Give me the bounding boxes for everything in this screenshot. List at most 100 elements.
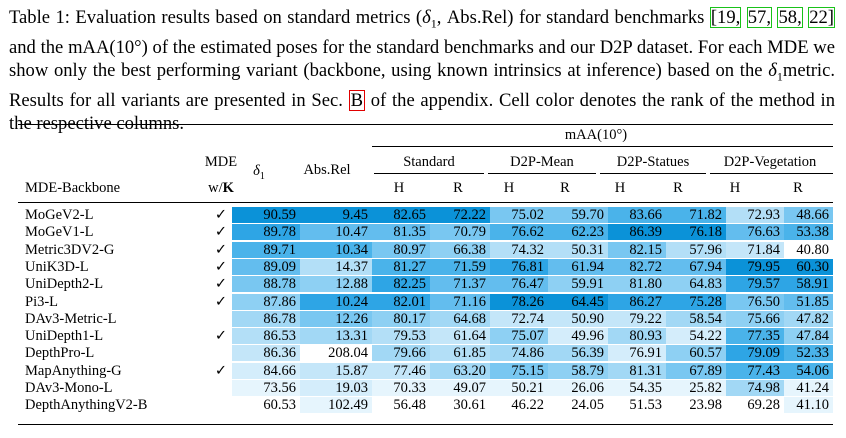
- subheader-h: H: [503, 180, 515, 196]
- header-wk: w/K: [208, 180, 234, 196]
- row-method-name: UniDepth2-L: [25, 276, 104, 293]
- table-cell: 102.49: [300, 397, 372, 414]
- checkmark-icon: ✓: [214, 207, 228, 223]
- table-cell: 54.35: [608, 380, 666, 396]
- table-cell: 74.86: [490, 345, 548, 362]
- table-cell: 82.72: [608, 258, 666, 275]
- table-cell: 88.78: [232, 276, 300, 293]
- table-cell: 64.68: [430, 310, 490, 327]
- table-cell: 56.39: [548, 345, 608, 362]
- table-cell: 81.27: [372, 258, 430, 275]
- table-cell: 10.24: [300, 293, 372, 310]
- table-cell: 70.79: [430, 224, 490, 241]
- table-cell: 82.15: [608, 241, 666, 258]
- table-cell: 57.96: [666, 241, 726, 258]
- row-method-name: MoGeV1-L: [25, 224, 94, 241]
- table-cell: 41.24: [784, 380, 833, 396]
- group-d2p-vegetation: D2P-Vegetation: [723, 154, 817, 170]
- checkmark-icon: ✓: [214, 328, 228, 345]
- table-cell: 89.78: [232, 224, 300, 241]
- table-cell: 79.53: [372, 328, 430, 345]
- table-cell: 75.66: [726, 310, 784, 327]
- table-cell: 86.36: [232, 345, 300, 362]
- table-cell: 72.93: [726, 207, 784, 223]
- table-cell: 79.57: [726, 276, 784, 293]
- row-method-name: MoGeV2-L: [25, 207, 94, 223]
- table-cell: 56.48: [372, 397, 430, 414]
- table-cell: 71.37: [430, 276, 490, 293]
- table-cell: 9.45: [300, 207, 372, 223]
- table-cell: 81.80: [608, 276, 666, 293]
- table-cell: 59.70: [548, 207, 608, 223]
- table-cell: 75.07: [490, 328, 548, 345]
- table-row: UniDepth1-L ✓ 86.53 13.31 79.53 61.64 75.07 49.…: [18, 328, 833, 345]
- table-cell: 83.66: [608, 207, 666, 223]
- citation-link[interactable]: 58,: [777, 7, 803, 28]
- row-method-name: DAv3-Mono-L: [25, 380, 113, 396]
- table-cell: 51.85: [784, 293, 833, 310]
- group-rule: [600, 173, 706, 174]
- table-cell: 80.97: [372, 241, 430, 258]
- table-row: UniK3D-L ✓ 89.09 14.37 81.27 71.59 76.81 61.94 8…: [18, 258, 833, 275]
- appendix-link[interactable]: B: [348, 90, 366, 112]
- table-cell: 10.47: [300, 224, 372, 241]
- header-maa: mAA(10°): [564, 127, 628, 143]
- subheader-h: H: [729, 180, 741, 196]
- table-row: MoGeV1-L ✓ 89.78 10.47 81.35 70.79 76.62 62.23 8…: [18, 224, 833, 241]
- table-cell: 40.80: [784, 241, 833, 258]
- table-cell: 62.23: [548, 224, 608, 241]
- table-cell: 82.65: [372, 207, 430, 223]
- table-cell: 84.66: [232, 362, 300, 379]
- table-cell: 50.21: [490, 380, 548, 396]
- table-cell: 13.31: [300, 328, 372, 345]
- row-method-name: Pi3-L: [25, 293, 59, 310]
- table-cell: 10.34: [300, 241, 372, 258]
- table-caption: Table 1: Evaluation results based on sta…: [9, 7, 835, 135]
- table-cell: 86.39: [608, 224, 666, 241]
- table-cell: 87.86: [232, 293, 300, 310]
- table-row: DepthAnythingV2-B 60.53 102.49 56.48 30.61 46…: [18, 397, 833, 414]
- table-cell: 76.63: [726, 224, 784, 241]
- table-cell: 90.59: [232, 207, 300, 223]
- table-cell: 58.54: [666, 310, 726, 327]
- table-cell: 79.09: [726, 345, 784, 362]
- table-cell: 58.79: [548, 362, 608, 379]
- citation-link[interactable]: 22]: [808, 7, 835, 28]
- table-row: Metric3DV2-G ✓ 89.71 10.34 80.97 66.38 74.32 50…: [18, 241, 833, 258]
- header-mde-backbone: MDE-Backbone: [25, 180, 121, 196]
- table-cell: 49.96: [548, 328, 608, 345]
- table-cell: 82.01: [372, 293, 430, 310]
- maa-rule: [372, 146, 833, 147]
- group-rule: [710, 173, 833, 174]
- row-method-name: DAv3-Metric-L: [25, 310, 117, 327]
- table-cell: 208.04: [300, 345, 372, 362]
- table-cell: 54.06: [784, 362, 833, 379]
- table-cell: 53.38: [784, 224, 833, 241]
- row-method-name: UniK3D-L: [25, 258, 89, 275]
- mid-rule: [18, 424, 833, 425]
- table-cell: 76.47: [490, 276, 548, 293]
- table-cell: 76.91: [608, 345, 666, 362]
- table-cell: 66.38: [430, 241, 490, 258]
- table-cell: 70.33: [372, 380, 430, 396]
- citation-link[interactable]: [19,: [709, 7, 742, 28]
- subheader-h: H: [393, 180, 405, 196]
- checkmark-icon: ✓: [214, 293, 228, 310]
- row-method-name: Metric3DV2-G: [25, 241, 115, 258]
- table-cell: 15.87: [300, 362, 372, 379]
- table-cell: 89.71: [232, 241, 300, 258]
- subheader-h: H: [614, 180, 626, 196]
- table-cell: 79.22: [608, 310, 666, 327]
- table-row: DepthPro-L 86.36 208.04 79.66 61.85 74.86 56.3…: [18, 345, 833, 362]
- group-d2p-mean: D2P-Mean: [510, 154, 574, 170]
- header-delta1: δ1: [253, 163, 265, 182]
- table-cell: 71.82: [666, 207, 726, 223]
- table-cell: 82.25: [372, 276, 430, 293]
- table-cell: 12.88: [300, 276, 372, 293]
- table-cell: 74.98: [726, 380, 784, 396]
- table-cell: 54.22: [666, 328, 726, 345]
- table-cell: 72.22: [430, 207, 490, 223]
- subheader-r: R: [793, 180, 803, 196]
- citation-link[interactable]: 57,: [746, 7, 772, 28]
- table-cell: 75.15: [490, 362, 548, 379]
